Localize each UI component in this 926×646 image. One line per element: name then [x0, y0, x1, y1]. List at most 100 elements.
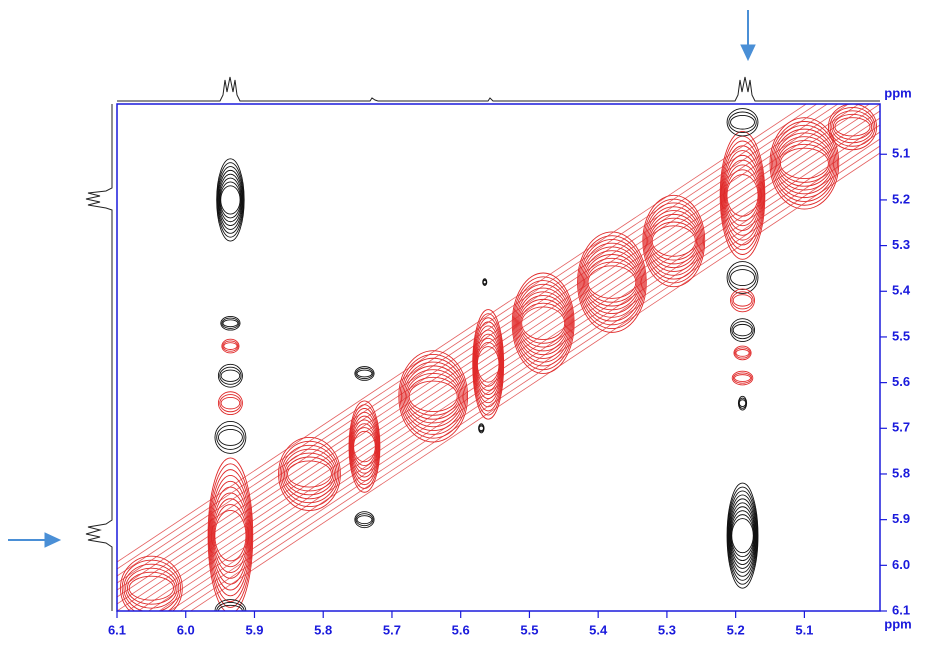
- contour-level: [218, 173, 243, 227]
- contour-level: [475, 333, 501, 395]
- contour-level: [475, 337, 501, 391]
- contour-level: [217, 363, 243, 388]
- contour-level: [220, 315, 241, 331]
- contour-level: [776, 136, 833, 191]
- contour-level: [220, 185, 241, 215]
- contour-level: [128, 575, 175, 601]
- contour-level: [281, 444, 338, 504]
- contour-level: [728, 494, 757, 577]
- contour-level: [734, 374, 751, 382]
- contour-level: [125, 567, 178, 609]
- x-tick-label: 5.8: [314, 622, 332, 637]
- contour-level: [278, 436, 341, 511]
- contour-level: [213, 504, 248, 568]
- contour-level: [738, 399, 747, 408]
- contour-level: [518, 295, 569, 352]
- contour-level: [512, 276, 574, 371]
- band-contour: [126, 110, 880, 611]
- y-tick-label: 6.1: [892, 602, 910, 617]
- contour-level: [732, 372, 753, 384]
- contour-level: [731, 291, 754, 310]
- plot-frame: [116, 103, 881, 612]
- contour-level: [126, 571, 176, 605]
- top-projection: [117, 76, 880, 102]
- contour-level: [123, 563, 180, 611]
- contour-level: [472, 309, 505, 420]
- contour-level: [352, 423, 377, 470]
- contour-level: [577, 231, 647, 333]
- contour-level: [473, 317, 504, 412]
- contour-level: [219, 181, 242, 219]
- contour-level: [472, 313, 504, 416]
- contour-level: [404, 369, 462, 424]
- contour-level: [731, 370, 754, 386]
- contour-level: [287, 460, 332, 488]
- contour-level: [216, 162, 245, 238]
- band-contour: [117, 104, 807, 563]
- contour-level: [651, 225, 696, 257]
- contour-level: [211, 486, 250, 585]
- contour-level: [726, 174, 759, 217]
- contour-level: [210, 480, 251, 591]
- contour-level: [476, 346, 500, 383]
- x-tick-label: 5.6: [452, 622, 470, 637]
- x-axis-label: ppm: [884, 616, 911, 631]
- x-tick-label: 5.7: [383, 622, 401, 637]
- contour-level: [513, 280, 573, 367]
- contour-level: [217, 166, 244, 234]
- contour-level: [474, 325, 503, 404]
- contour-level: [730, 514, 755, 558]
- contour-level: [353, 430, 376, 463]
- contour-level: [222, 340, 239, 352]
- contour-level: [728, 265, 757, 291]
- contours: [119, 104, 878, 611]
- contour-level: [521, 306, 566, 341]
- contour-level: [350, 411, 379, 482]
- contour-level: [212, 498, 248, 573]
- contour-level: [212, 492, 249, 579]
- contour-level: [650, 221, 698, 261]
- contour-level: [356, 515, 373, 525]
- contour-level: [730, 114, 755, 130]
- contour-level: [282, 448, 337, 500]
- contour-level: [730, 288, 756, 313]
- contour-level: [355, 367, 374, 380]
- contour-level: [474, 329, 502, 400]
- band-contour: [117, 104, 839, 584]
- contour-level: [730, 510, 755, 562]
- contour-level: [772, 124, 837, 202]
- contour-level: [216, 158, 245, 242]
- contour-level: [220, 397, 241, 410]
- contour-level: [648, 213, 700, 269]
- contour-level: [586, 261, 638, 303]
- contour-level: [831, 110, 874, 144]
- contour-level: [473, 321, 503, 408]
- contour-level: [402, 361, 465, 432]
- y-tick-label: 5.9: [892, 511, 910, 526]
- contour-level: [398, 350, 469, 443]
- contour-level: [350, 415, 379, 478]
- contour-level: [779, 147, 829, 180]
- contour-level: [582, 250, 641, 314]
- contour-level: [219, 177, 242, 223]
- contour-level: [769, 117, 840, 210]
- contour-level: [482, 279, 487, 285]
- contour-level: [214, 420, 247, 454]
- contour-level: [731, 518, 754, 554]
- contour-level: [403, 365, 463, 428]
- contour-level: [209, 475, 251, 597]
- y-tick-label: 5.6: [892, 374, 910, 389]
- contour-level: [730, 269, 755, 287]
- contour-level: [279, 440, 340, 508]
- contour-level: [223, 342, 238, 350]
- contour-level: [828, 104, 878, 151]
- contour-level: [725, 169, 760, 222]
- contour-level: [585, 257, 639, 307]
- contour-level: [399, 354, 467, 439]
- contour-level: [727, 490, 758, 581]
- contour-level: [733, 345, 752, 361]
- contour-level: [832, 113, 873, 140]
- contour-level: [719, 130, 766, 260]
- y-axis-label: ppm: [884, 85, 911, 100]
